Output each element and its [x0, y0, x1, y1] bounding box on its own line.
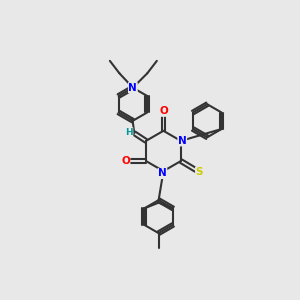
Text: N: N — [178, 136, 187, 146]
Text: N: N — [158, 169, 167, 178]
Text: O: O — [121, 156, 130, 166]
Text: H: H — [125, 128, 133, 137]
Text: N: N — [128, 83, 137, 93]
Text: S: S — [196, 167, 203, 177]
Text: O: O — [159, 106, 168, 116]
